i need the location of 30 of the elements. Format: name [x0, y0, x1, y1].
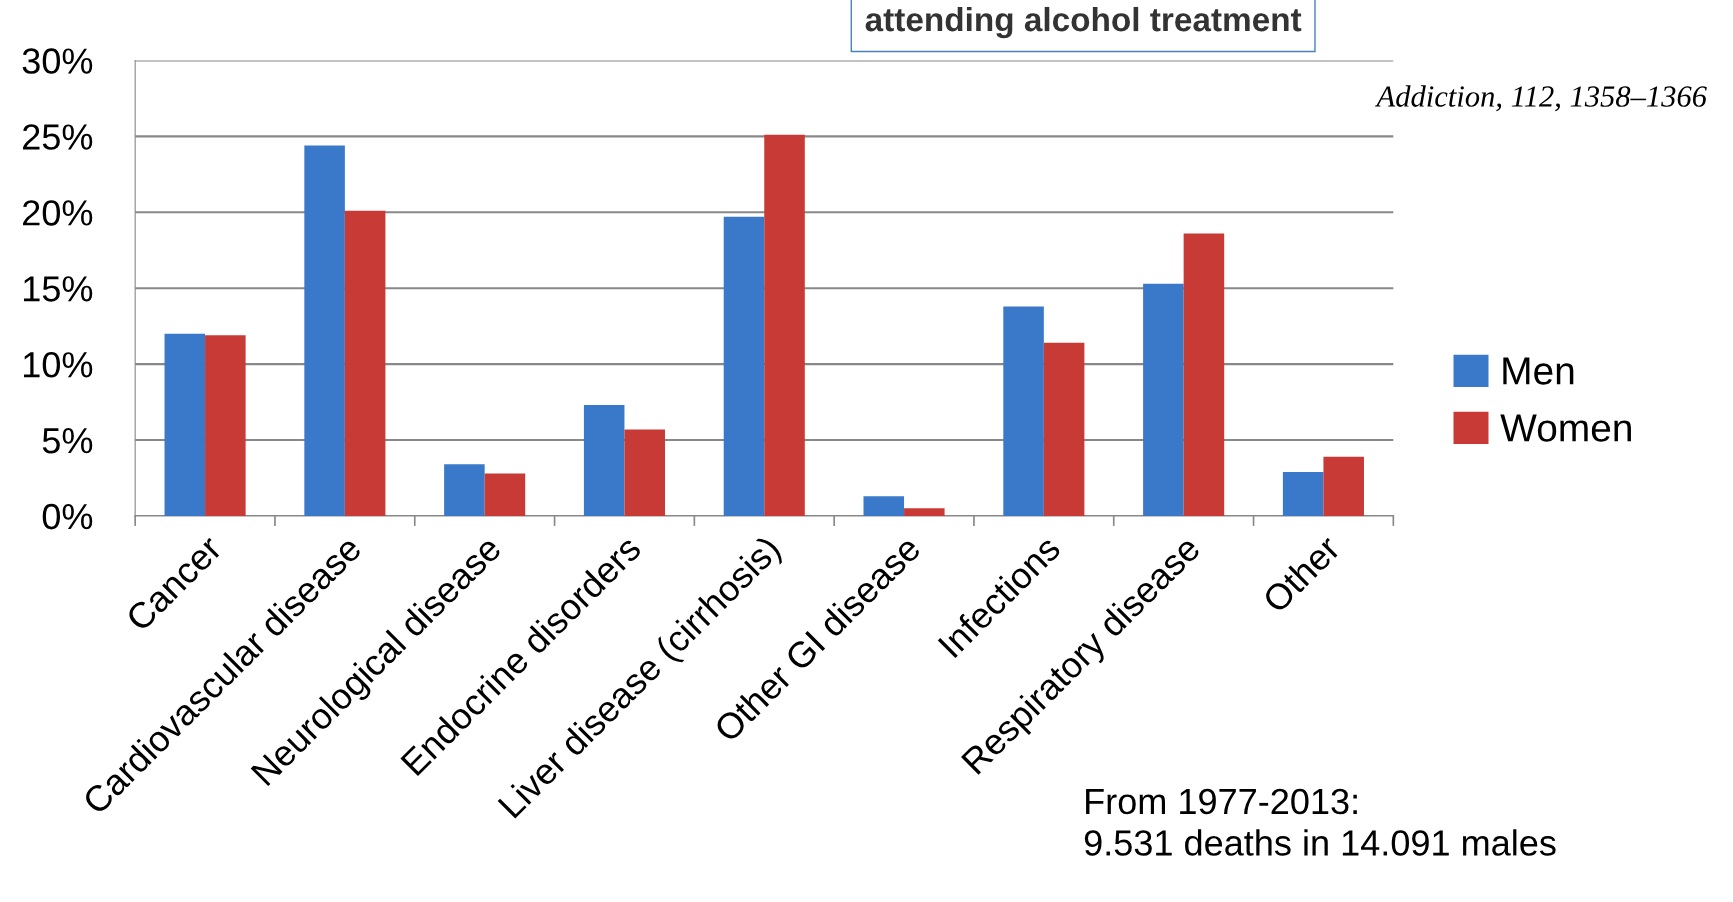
- annotation: Addiction, 112, 1358–1366: [1374, 85, 1707, 112]
- bar: [344, 210, 386, 516]
- chart-title: attending alcohol treatment: [865, 6, 1302, 39]
- bar: [1043, 342, 1085, 516]
- bar: [764, 134, 805, 516]
- bar: [444, 464, 485, 516]
- bar: [1183, 233, 1225, 516]
- text: From 1977-2013: 9.531 deaths in 14.091 males: [1084, 788, 1556, 856]
- y-tick-label: 0%: [42, 503, 93, 530]
- bar: [164, 333, 206, 516]
- y-tick-label: 5%: [42, 428, 93, 454]
- bar: [205, 335, 246, 516]
- y-tick-label: 30%: [22, 48, 93, 74]
- bar: [1143, 283, 1184, 516]
- bar: [1003, 306, 1044, 516]
- bar: [904, 508, 945, 516]
- bar: [484, 473, 526, 516]
- y-tick-label: 15%: [23, 276, 93, 302]
- bar: [1282, 471, 1324, 516]
- legend-label: Women: [1500, 414, 1631, 442]
- y-tick-label: 10%: [23, 351, 93, 378]
- bar: [583, 405, 625, 516]
- bar: [863, 496, 905, 516]
- bar: [723, 216, 765, 516]
- bar: [624, 429, 665, 516]
- y-tick-label: 25%: [23, 124, 93, 150]
- bar: [1323, 456, 1364, 516]
- y-tick-label: 20%: [23, 200, 93, 226]
- bar: [304, 145, 345, 516]
- legend-label: Men: [1503, 357, 1574, 385]
